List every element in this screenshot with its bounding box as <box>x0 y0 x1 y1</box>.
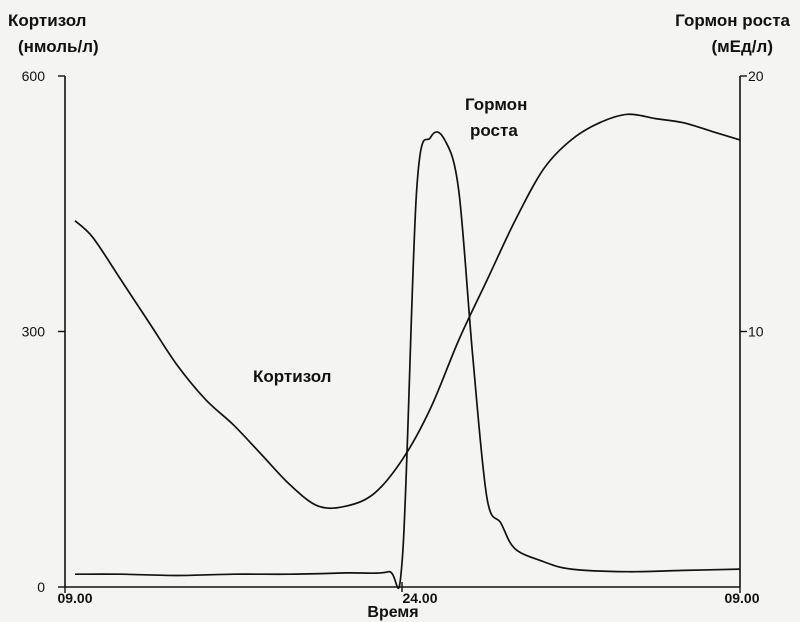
x-tick-label-mid: 24.00 <box>402 590 437 606</box>
right-axis-title-line2: (мЕд/л) <box>711 37 773 56</box>
series-line-growth-hormone <box>74 131 741 590</box>
x-axis-title: Время <box>367 604 418 621</box>
left-tick-label: 0 <box>37 579 45 595</box>
left-tick-label: 600 <box>22 68 46 84</box>
x-tick-label-start: 09.00 <box>57 590 92 606</box>
left-axis-ticks: 0 300 600 <box>22 68 65 595</box>
annotation-growth-hormone-line2: роста <box>470 121 518 140</box>
annotation-growth-hormone-line1: Гормон <box>465 95 527 114</box>
right-tick-label: 10 <box>748 324 764 340</box>
right-tick-label: 20 <box>748 68 764 84</box>
right-axis-title-line1: Гормон роста <box>675 11 790 30</box>
left-axis-title-line2: (нмоль/л) <box>18 37 99 56</box>
right-axis-ticks: 10 20 <box>740 68 764 340</box>
left-tick-label: 300 <box>22 324 46 340</box>
x-tick-label-end: 09.00 <box>724 590 759 606</box>
annotation-cortisol: Кортизол <box>253 367 331 386</box>
left-axis-title-line1: Кортизол <box>8 11 86 30</box>
series-line-cortisol <box>74 113 741 510</box>
